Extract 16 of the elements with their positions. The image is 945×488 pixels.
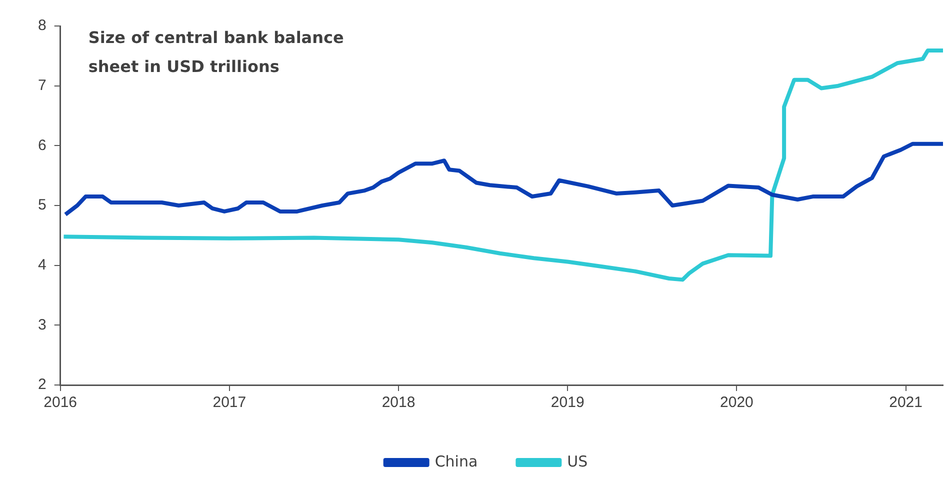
y-tick-label: 5 — [38, 196, 46, 214]
x-tick-label: 2021 — [889, 394, 922, 412]
y-tick-label: 4 — [38, 256, 46, 274]
x-tick-label: 2016 — [44, 394, 78, 412]
legend-label: China — [434, 452, 478, 470]
text: Size of central bank balance sheet in USD trillions — [88, 28, 344, 76]
y-tick-label: 7 — [38, 76, 46, 94]
y-tick-label: 3 — [38, 316, 46, 334]
y-tick-label: 6 — [38, 136, 46, 154]
y-tick-label: 8 — [38, 17, 46, 34]
y-tick-label: 2 — [38, 376, 46, 394]
x-tick-label: 2018 — [382, 394, 416, 412]
x-tick-label: 2017 — [212, 394, 246, 412]
x-tick-label: 2019 — [550, 394, 584, 412]
legend-label: US — [567, 452, 588, 470]
x-tick-label: 2020 — [720, 394, 754, 412]
